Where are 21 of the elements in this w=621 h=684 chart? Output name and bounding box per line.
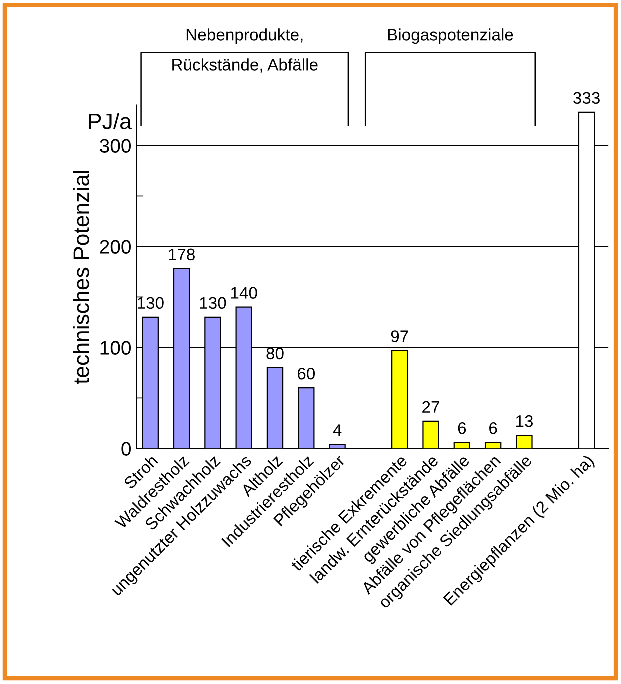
data-label: 13 (516, 415, 534, 428)
y-tick-label: 0 (122, 442, 131, 456)
text: Nebenprodukte, Rückstände, Abfälle (172, 28, 318, 73)
data-label: 97 (391, 330, 408, 342)
y-tick-label: 300 (100, 139, 131, 153)
data-label: 6 (490, 422, 498, 434)
data-label: 130 (200, 297, 226, 310)
data-label: 60 (298, 368, 316, 380)
y-tick-label: 100 (100, 341, 131, 355)
data-label: 178 (169, 248, 195, 261)
data-label: 27 (422, 401, 440, 413)
data-label: 140 (231, 287, 258, 299)
data-label: 80 (266, 348, 284, 360)
data-label: 4 (333, 424, 342, 436)
data-label: 130 (138, 297, 164, 310)
y-axis-title: technisches Potenzial (73, 171, 90, 384)
data-label: 6 (458, 422, 466, 434)
data-label: 333 (574, 92, 600, 104)
y-tick-label: 200 (100, 240, 131, 254)
text: Biogaspotenziale (388, 28, 514, 44)
text: PJ/a (89, 113, 132, 130)
